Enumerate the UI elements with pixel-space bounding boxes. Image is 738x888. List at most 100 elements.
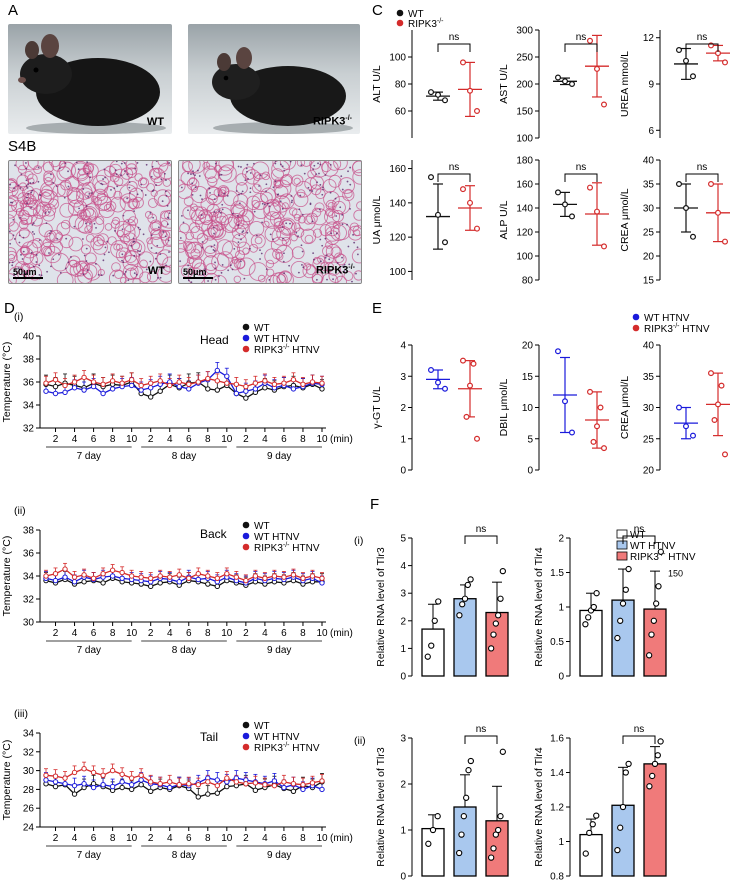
nucleus <box>25 179 28 182</box>
nucleus <box>47 211 50 213</box>
nucleus <box>161 200 164 203</box>
panel-s4b-label: S4B <box>8 138 37 155</box>
nucleus <box>89 176 91 179</box>
data-point <box>71 782 78 789</box>
nucleus <box>194 186 197 189</box>
nucleus <box>86 269 89 272</box>
nucleus <box>199 194 202 197</box>
sig-bracket <box>564 43 598 52</box>
nucleus <box>9 242 12 245</box>
nucleus <box>20 173 23 176</box>
data-point <box>646 783 653 790</box>
alveolus <box>222 240 241 259</box>
data-point <box>52 577 59 584</box>
nucleus <box>159 276 162 279</box>
data-point <box>718 382 725 389</box>
y-tick-label: 80 <box>395 80 407 91</box>
data-point <box>147 788 154 794</box>
data-point <box>622 769 629 776</box>
alveolus <box>230 200 248 219</box>
alveolus <box>343 271 354 281</box>
legend-label: RIPK3-/- HTNV <box>254 742 320 754</box>
y-tick-label: 25 <box>643 228 655 239</box>
alveolus <box>317 255 326 264</box>
legend-label-text: WT HTNV <box>254 334 300 345</box>
nucleus <box>38 273 41 276</box>
nucleus <box>56 238 59 240</box>
nucleus <box>198 175 201 177</box>
y-tick-label: 120 <box>516 228 533 239</box>
data-point <box>593 590 600 597</box>
alveolus <box>331 195 351 215</box>
y-axis-label: Relative RNA level of Tlr4 <box>533 747 545 867</box>
data-point <box>71 385 78 391</box>
data-point <box>467 199 474 206</box>
alveolus <box>73 260 89 277</box>
nucleus <box>63 196 66 199</box>
data-point <box>52 571 59 577</box>
x-tick-label: 6 <box>91 628 97 639</box>
nucleus <box>127 220 130 222</box>
x-tick-label: 10 <box>316 833 328 844</box>
alveolus <box>326 261 341 276</box>
alveolus <box>190 203 198 212</box>
nucleus <box>59 271 62 274</box>
nucleus <box>124 270 127 273</box>
chart-f-ii-tlr4: 0.8 1 1.2 1.4 1.6 Relative RNA level of Tlr4 n… <box>533 724 667 883</box>
y-tick-label: 100 <box>516 252 533 263</box>
y-tick-label: 80 <box>522 276 534 287</box>
x-unit-label: (min) <box>330 434 353 445</box>
data-point <box>43 380 49 386</box>
alveolus <box>321 161 339 177</box>
nucleus <box>158 226 160 229</box>
data-point <box>195 782 201 788</box>
legend-label-text: WT HTNV <box>254 532 300 543</box>
alveolus <box>281 236 292 247</box>
data-point <box>490 845 497 852</box>
data-point <box>128 786 135 793</box>
y-tick-label: 40 <box>643 341 655 352</box>
series-line <box>45 381 323 399</box>
legend-label: RIPK3-/- HTNV <box>644 323 710 335</box>
data-point <box>157 580 163 586</box>
alveolus <box>125 161 137 170</box>
alveolus <box>84 252 97 265</box>
legend-swatch <box>242 334 250 342</box>
alveolus <box>77 218 93 234</box>
chart-c_ast: 100 150 200 250 300 AST U/L ns <box>498 26 609 145</box>
nucleus <box>190 281 193 283</box>
nucleus <box>58 253 60 256</box>
nucleus <box>300 244 303 247</box>
nucleus <box>82 273 85 276</box>
nucleus <box>102 178 105 180</box>
alveolus <box>27 161 45 170</box>
data-point <box>497 595 504 602</box>
nucleus <box>12 234 15 237</box>
nucleus <box>110 189 112 191</box>
bar-annotation: 150 <box>668 569 683 579</box>
x-tick-label: 8 <box>110 833 116 844</box>
data-point <box>711 417 718 424</box>
nucleus <box>65 237 68 240</box>
nucleus <box>235 190 238 192</box>
alveolus <box>309 175 324 190</box>
nucleus <box>133 210 135 213</box>
data-point <box>233 779 240 785</box>
nucleus <box>19 187 22 189</box>
alveolus <box>264 248 281 265</box>
y-tick-label: 3 <box>400 372 406 383</box>
nucleus <box>133 254 136 257</box>
data-point <box>147 575 154 581</box>
alveolus <box>139 177 148 186</box>
nucleus <box>128 181 131 183</box>
alveolus <box>29 188 43 202</box>
alveolus <box>23 253 39 269</box>
data-point <box>614 846 621 854</box>
nucleus <box>168 212 171 215</box>
y-tick-label: 0.5 <box>550 637 564 648</box>
legend-swatch <box>616 551 628 561</box>
legend-label-tail: HTNV <box>290 743 320 754</box>
alveolus <box>251 161 270 180</box>
alveolus <box>218 164 237 183</box>
